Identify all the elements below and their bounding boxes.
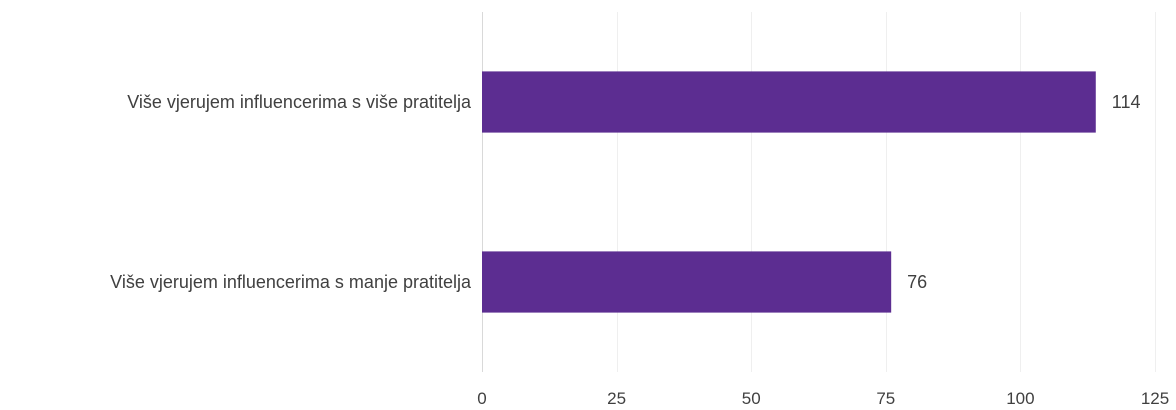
bars — [482, 71, 1096, 313]
data-label: 114 — [1112, 92, 1141, 112]
x-tick-label: 25 — [607, 389, 626, 408]
x-tick-label: 50 — [742, 389, 761, 408]
x-tick-label: 0 — [477, 389, 486, 408]
gridlines — [482, 12, 1156, 372]
data-labels: 114 76 — [907, 92, 1140, 292]
x-tick-label: 125 — [1141, 389, 1169, 408]
data-label: 76 — [907, 272, 927, 292]
category-labels: Više vjerujem influencerima s više prati… — [110, 92, 472, 292]
x-axis-tick-labels: 0 25 50 75 100 125 — [477, 389, 1169, 408]
x-tick-label: 75 — [876, 389, 895, 408]
bar — [482, 251, 892, 313]
x-tick-label: 100 — [1006, 389, 1034, 408]
category-label: Više vjerujem influencerima s više prati… — [127, 92, 472, 112]
bar — [482, 71, 1096, 133]
category-label: Više vjerujem influencerima s manje prat… — [110, 272, 472, 292]
